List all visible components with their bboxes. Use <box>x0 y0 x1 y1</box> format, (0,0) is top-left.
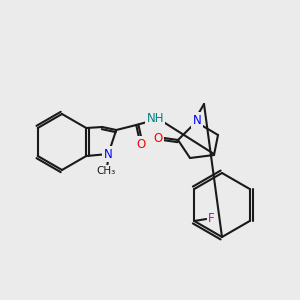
Text: F: F <box>208 212 214 224</box>
Text: CH₃: CH₃ <box>97 166 116 176</box>
Text: O: O <box>136 137 146 151</box>
Text: O: O <box>153 133 163 146</box>
Text: NH: NH <box>146 112 164 124</box>
Text: N: N <box>193 113 201 127</box>
Text: N: N <box>104 148 112 160</box>
